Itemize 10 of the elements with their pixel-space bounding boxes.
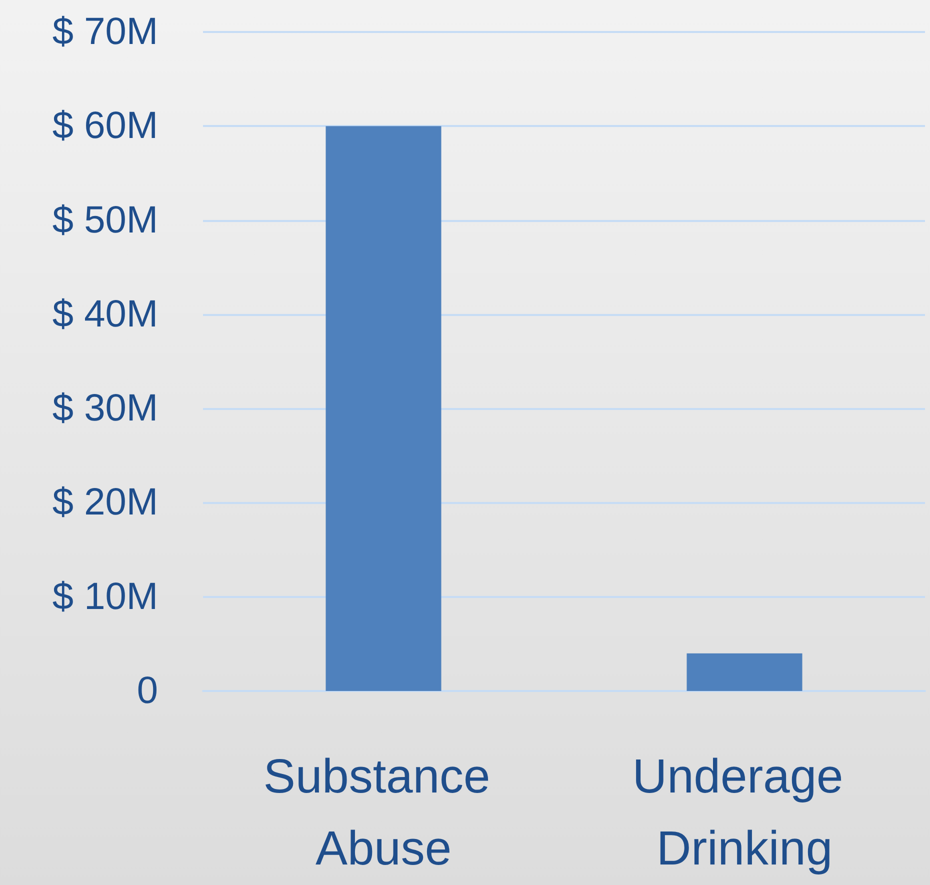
y-tick-label: 0	[136, 670, 158, 712]
y-tick-label: $ 60M	[52, 105, 158, 148]
y-tick-label: $ 70M	[52, 11, 158, 53]
y-tick-label: $ 20M	[52, 482, 158, 524]
y-tick-label: $ 40M	[52, 293, 158, 336]
y-tick-label: $ 30M	[52, 388, 158, 430]
y-tick-label: $ 10M	[52, 576, 158, 618]
y-tick-label: $ 50M	[52, 199, 158, 242]
x-tick-label: Substance Abuse	[263, 750, 504, 876]
x-tick-label: Underage Drinking	[632, 750, 857, 876]
